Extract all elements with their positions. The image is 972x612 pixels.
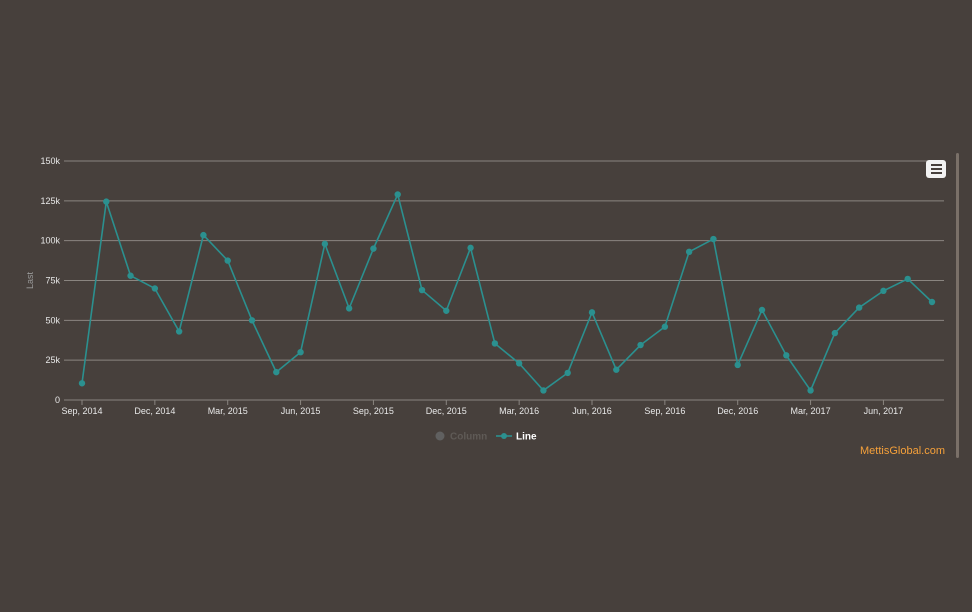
- x-tick-label: Jun, 2016: [572, 406, 612, 416]
- y-axis-ticks: 0 25k 50k 75k 100k 125k 150k: [40, 156, 60, 405]
- data-point: [273, 368, 280, 376]
- series-line-path: [81, 193, 933, 392]
- legend-marker: [435, 431, 445, 441]
- y-tick-label: 100k: [40, 236, 60, 246]
- data-point: [588, 309, 596, 316]
- data-point: [564, 369, 571, 377]
- hamburger-menu-icon[interactable]: [926, 160, 946, 178]
- grid-lines: [64, 160, 944, 401]
- data-point: [710, 235, 717, 243]
- data-point: [151, 285, 159, 292]
- data-point: [443, 307, 450, 314]
- y-tick-label: 75k: [45, 276, 60, 286]
- x-tick-label: Dec, 2015: [426, 406, 467, 416]
- y-tick-label: 150k: [40, 156, 60, 166]
- y-tick-label: 25k: [45, 355, 60, 365]
- legend: Column Line: [435, 431, 537, 443]
- data-point: [103, 198, 110, 205]
- x-tick-label: Mar, 2016: [499, 406, 539, 416]
- data-point: [175, 328, 183, 335]
- data-point: [540, 387, 547, 394]
- data-point: [831, 329, 839, 337]
- data-point: [855, 304, 863, 311]
- legend-marker: [501, 433, 507, 439]
- y-tick-label: 0: [55, 395, 60, 405]
- data-point: [904, 275, 911, 283]
- data-point: [734, 361, 741, 369]
- x-tick-label: Jun, 2017: [864, 406, 904, 416]
- scrollbar[interactable]: [956, 153, 959, 458]
- data-point: [515, 360, 523, 367]
- data-point: [661, 323, 669, 330]
- data-point: [248, 317, 256, 324]
- data-point: [758, 306, 766, 314]
- y-tick-label: 125k: [40, 196, 60, 206]
- data-point: [807, 387, 814, 394]
- data-point: [928, 298, 936, 306]
- legend-item-line[interactable]: Line: [496, 432, 537, 443]
- data-point: [127, 272, 134, 279]
- data-point: [370, 245, 377, 252]
- x-tick-label: Mar, 2015: [208, 406, 248, 416]
- x-axis-ticks: Sep, 2014 Dec, 2014 Mar, 2015 Jun, 2015 Sep,…: [61, 400, 903, 416]
- data-point: [685, 248, 693, 256]
- x-tick-label: Dec, 2016: [717, 406, 758, 416]
- legend-label: Line: [516, 432, 537, 443]
- data-point: [491, 340, 499, 347]
- data-point: [418, 286, 426, 294]
- y-axis-title: Last: [25, 271, 35, 289]
- legend-item-column[interactable]: Column: [435, 431, 488, 443]
- legend-label: Column: [450, 432, 487, 443]
- data-point: [783, 352, 790, 359]
- x-tick-label: Dec, 2014: [134, 406, 175, 416]
- data-point: [200, 231, 207, 239]
- data-point: [345, 305, 353, 312]
- x-tick-label: Sep, 2014: [61, 406, 102, 416]
- x-tick-label: Mar, 2017: [791, 406, 831, 416]
- y-tick-label: 50k: [45, 315, 60, 325]
- x-tick-label: Jun, 2015: [281, 406, 321, 416]
- data-point: [321, 240, 329, 248]
- data-point: [394, 191, 401, 198]
- data-point: [224, 257, 231, 264]
- data-point: [613, 366, 620, 373]
- series-line: [78, 191, 936, 394]
- data-point: [880, 287, 887, 295]
- x-tick-label: Sep, 2015: [353, 406, 394, 416]
- credit-link[interactable]: MettisGlobal.com: [860, 445, 945, 457]
- data-point: [297, 349, 304, 356]
- data-point: [467, 244, 474, 252]
- data-point: [637, 341, 644, 349]
- x-tick-label: Sep, 2016: [644, 406, 685, 416]
- data-point: [78, 380, 86, 387]
